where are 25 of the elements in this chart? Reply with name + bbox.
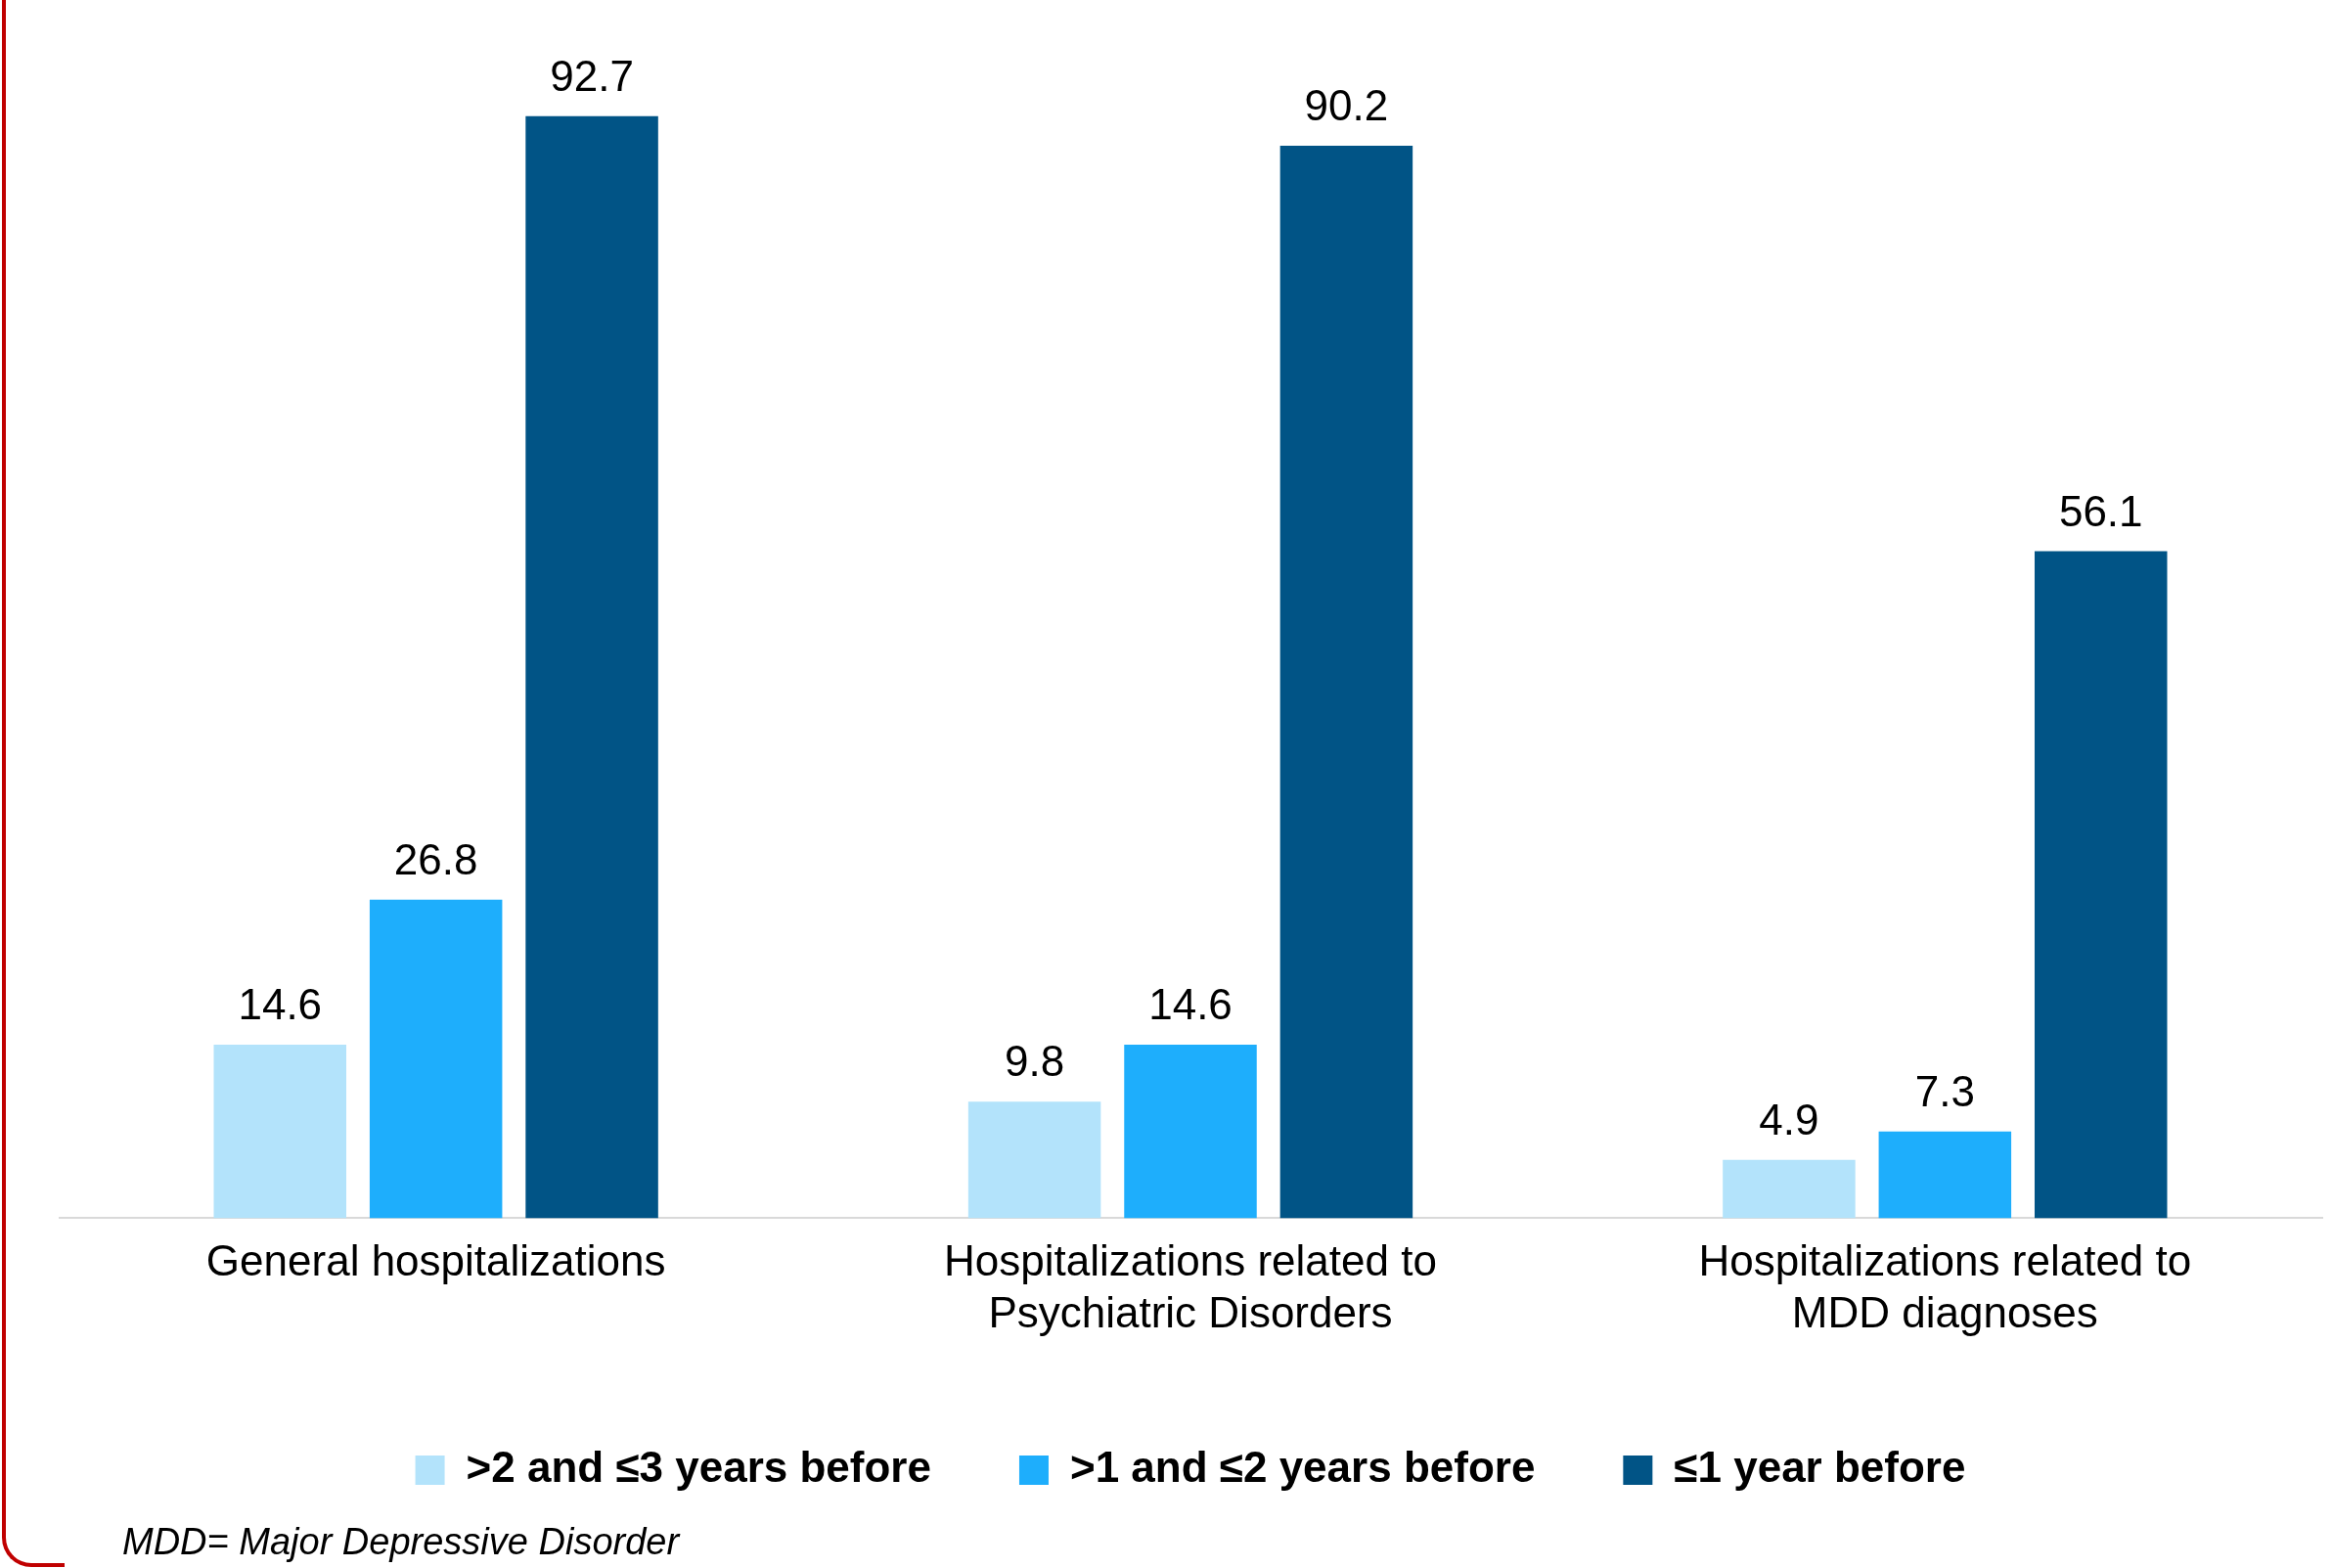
- bar: [967, 1101, 1101, 1219]
- bar: [213, 1044, 347, 1219]
- x-tick-label: Hospitalizations related to Psychiatric Disorders: [944, 1235, 1437, 1336]
- legend-label: >1 and ≤2 years before: [1069, 1443, 1536, 1492]
- bar: [525, 115, 658, 1219]
- x-tick-label: General hospitalizations: [205, 1235, 666, 1284]
- bar: [2034, 551, 2168, 1219]
- data-label: 14.6: [238, 980, 323, 1029]
- bar: [1124, 1044, 1257, 1219]
- data-label: 7.3: [1914, 1066, 1975, 1115]
- data-label: 56.1: [2058, 486, 2143, 535]
- data-label: 92.7: [550, 51, 634, 100]
- bar: [1723, 1159, 1856, 1219]
- data-label: 9.8: [1005, 1037, 1065, 1086]
- bar: [1878, 1131, 2012, 1219]
- data-label: 14.6: [1148, 980, 1233, 1029]
- legend-label: >2 and ≤3 years before: [466, 1443, 931, 1492]
- x-tick-label: Hospitalizations related to MDD diagnoses: [1698, 1235, 2192, 1336]
- legend-label: ≤1 year before: [1674, 1443, 1966, 1492]
- data-label: 90.2: [1304, 81, 1389, 130]
- bar: [1279, 146, 1413, 1219]
- text: MDD= Major Depressive Disorder: [122, 1521, 680, 1563]
- data-label: 26.8: [393, 834, 478, 883]
- bar: [369, 899, 503, 1219]
- data-label: 4.9: [1759, 1095, 1819, 1143]
